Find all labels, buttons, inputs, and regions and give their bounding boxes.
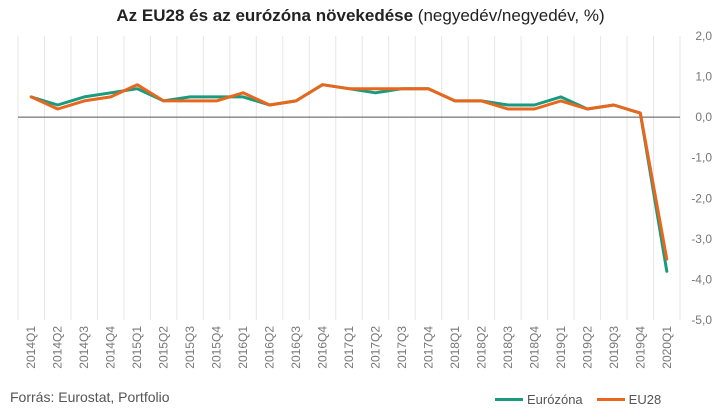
chart-title-main: Az EU28 és az eurózóna növekedése: [116, 6, 414, 25]
chart-title-unit: (negyedév/negyedév, %): [413, 6, 605, 25]
y-tick-label: -5,0: [691, 313, 712, 327]
x-tick-label: 2019Q2: [580, 326, 594, 369]
x-tick-label: 2014Q3: [77, 326, 91, 369]
y-tick-label: 1,0: [695, 70, 712, 84]
x-tick-label: 2019Q4: [633, 326, 647, 369]
y-tick-label: -3,0: [691, 232, 712, 246]
legend-swatch-eu28: [596, 398, 625, 401]
y-tick-label: -4,0: [691, 272, 712, 286]
x-tick-label: 2016Q1: [236, 326, 250, 369]
series-line-eu28: [29, 83, 669, 261]
chart-title: Az EU28 és az eurózóna növekedése (negye…: [0, 6, 721, 26]
y-tick-label: 2,0: [695, 29, 712, 43]
y-tick-label: -2,0: [691, 191, 712, 205]
x-tick-label: 2016Q3: [289, 326, 303, 369]
x-tick-label: 2014Q4: [104, 326, 118, 369]
legend-label-eu28: EU28: [628, 392, 662, 407]
x-tick-label: 2018Q1: [448, 326, 462, 369]
source-note: Forrás: Eurostat, Portfolio: [10, 389, 170, 405]
legend-label-eurozone: Eurózóna: [527, 392, 583, 407]
x-tick-label: 2015Q3: [183, 326, 197, 369]
x-tick-label: 2015Q1: [130, 326, 144, 369]
legend-item-eu28: EU28: [596, 392, 662, 407]
x-tick-label: 2016Q2: [263, 326, 277, 369]
x-tick-label: 2017Q1: [342, 326, 356, 369]
x-tick-label: 2017Q2: [368, 326, 382, 369]
y-tick-label: 0,0: [695, 110, 712, 124]
y-tick-label: -1,0: [691, 151, 712, 165]
series-line-eurozone: [29, 83, 669, 273]
x-tick-label: 2014Q2: [51, 326, 65, 369]
x-tick-label: 2017Q3: [395, 326, 409, 369]
x-tick-label: 2019Q3: [607, 326, 621, 369]
legend-item-eurozone: Eurózóna: [495, 392, 583, 407]
x-tick-label: 2018Q3: [501, 326, 515, 369]
legend-swatch-eurozone: [495, 398, 523, 401]
x-tick-label: 2015Q4: [210, 326, 224, 369]
x-tick-label: 2014Q1: [24, 326, 38, 369]
x-tick-label: 2016Q4: [316, 326, 330, 369]
x-tick-label: 2020Q1: [660, 326, 674, 369]
x-tick-label: 2018Q2: [474, 326, 488, 369]
x-tick-label: 2019Q1: [554, 326, 568, 369]
x-tick-label: 2017Q4: [421, 326, 435, 369]
legend: Eurózóna EU28: [495, 392, 675, 407]
x-tick-label: 2015Q2: [157, 326, 171, 369]
x-tick-label: 2018Q4: [527, 326, 541, 369]
